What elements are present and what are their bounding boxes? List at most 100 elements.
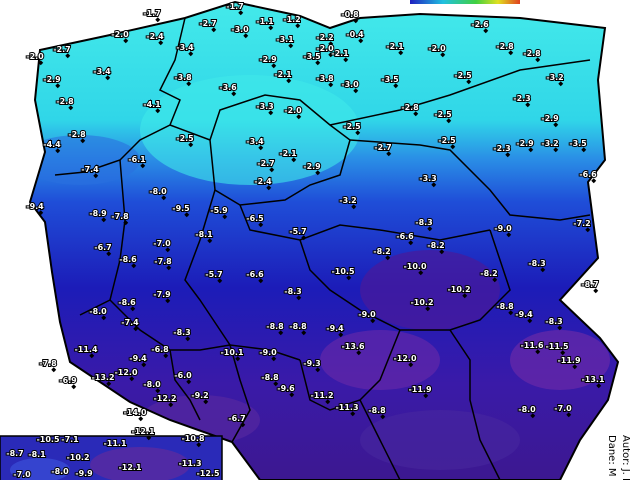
station-label: -2.0 [111,30,129,39]
station-marker [288,43,294,49]
station-marker [130,306,136,312]
station-marker [315,170,321,176]
station-marker [271,356,277,362]
station-label: -12.0 [114,368,137,377]
station-marker [184,212,190,218]
station-label: -2.3 [513,94,531,103]
station-label: -5.9 [210,206,228,215]
station-label: -8.2 [427,241,445,250]
station-label: -0.4 [346,30,364,39]
station-label: -11.2 [310,391,333,400]
station-label: -3.4 [93,67,111,76]
station-label: -7.0 [554,404,572,413]
station-label: -8.0 [143,380,161,389]
station-label: -2.6 [471,20,489,29]
station-marker [207,238,213,244]
station-marker [166,265,172,271]
station-label: -8.3 [173,328,191,337]
station-marker [356,350,362,356]
station-marker [508,50,514,56]
station-label: -6.5 [246,214,264,223]
station-label: -2.4 [254,177,272,186]
station-label: -8.3 [284,287,302,296]
station-marker [295,23,301,29]
station-marker [466,79,472,85]
inset [0,435,223,480]
station-label: -8.9 [89,209,107,218]
station-marker [325,399,331,405]
station-label: -9.4 [26,202,44,211]
station-marker [168,402,174,408]
station-marker [258,222,264,228]
station-label: -3.0 [341,80,359,89]
station-marker [51,367,57,373]
station-label: -9.0 [259,348,277,357]
station-marker [296,295,302,301]
station-label: -1.7 [226,2,244,11]
station-marker [553,147,559,153]
inset-label: -8.1 [28,450,46,459]
station-marker [398,50,404,56]
station-marker [138,416,144,422]
station-label: -8.8 [261,373,279,382]
station-label: -11.6 [520,341,543,350]
station-label: -2.5 [434,110,452,119]
station-marker [393,83,399,89]
station-label: -2.7 [199,19,217,28]
station-label: -2.1 [274,70,292,79]
station-label: -8.6 [118,298,136,307]
station-label: -9.6 [277,384,295,393]
station-marker [351,204,357,210]
station-label: -11.5 [545,342,568,351]
inset-label: -7.0 [13,470,31,479]
station-label: -2.7 [53,45,71,54]
station-label: -3.2 [339,196,357,205]
region-borders [54,17,591,480]
station-marker [560,350,566,356]
station-marker [133,326,139,332]
credit-text: Autor: J. L [620,435,631,480]
station-marker [165,247,171,253]
station-label: -8.0 [89,307,107,316]
station-marker [530,413,536,419]
station-label: -7.4 [121,318,139,327]
station-marker [291,157,297,163]
station-label: -9.4 [129,354,147,363]
station-label: -2.1 [331,49,349,58]
station-marker [231,91,237,97]
station-marker [38,60,44,66]
station-marker [355,130,361,136]
station-label: -11.4 [74,345,97,354]
inset-label: -8.0 [51,467,69,476]
station-label: -4.4 [43,140,61,149]
station-label: -11.3 [335,403,358,412]
station-marker [596,383,602,389]
station-marker [301,235,307,241]
station-marker [129,376,135,382]
station-marker [268,25,274,31]
station-label: -2.4 [146,32,164,41]
station-marker [101,217,107,223]
station-marker [553,122,559,128]
station-marker [240,422,246,428]
station-marker [68,105,74,111]
station-marker [446,118,452,124]
station-label: -2.2 [316,33,334,42]
station-label: -2.7 [257,159,275,168]
station-label: -2.9 [541,114,559,123]
station-label: -12.0 [393,354,416,363]
station-marker [483,28,489,34]
station-marker [328,41,334,47]
station-marker [273,381,279,387]
station-marker [358,38,364,44]
station-marker [591,178,597,184]
station-label: -2.8 [68,130,86,139]
station-marker [566,412,572,418]
station-marker [558,81,564,87]
station-marker [528,147,534,153]
station-label: -6.6 [579,170,597,179]
station-marker [386,151,392,157]
station-label: -3.6 [219,83,237,92]
station-marker [55,83,61,89]
station-label: -13.1 [581,375,604,384]
